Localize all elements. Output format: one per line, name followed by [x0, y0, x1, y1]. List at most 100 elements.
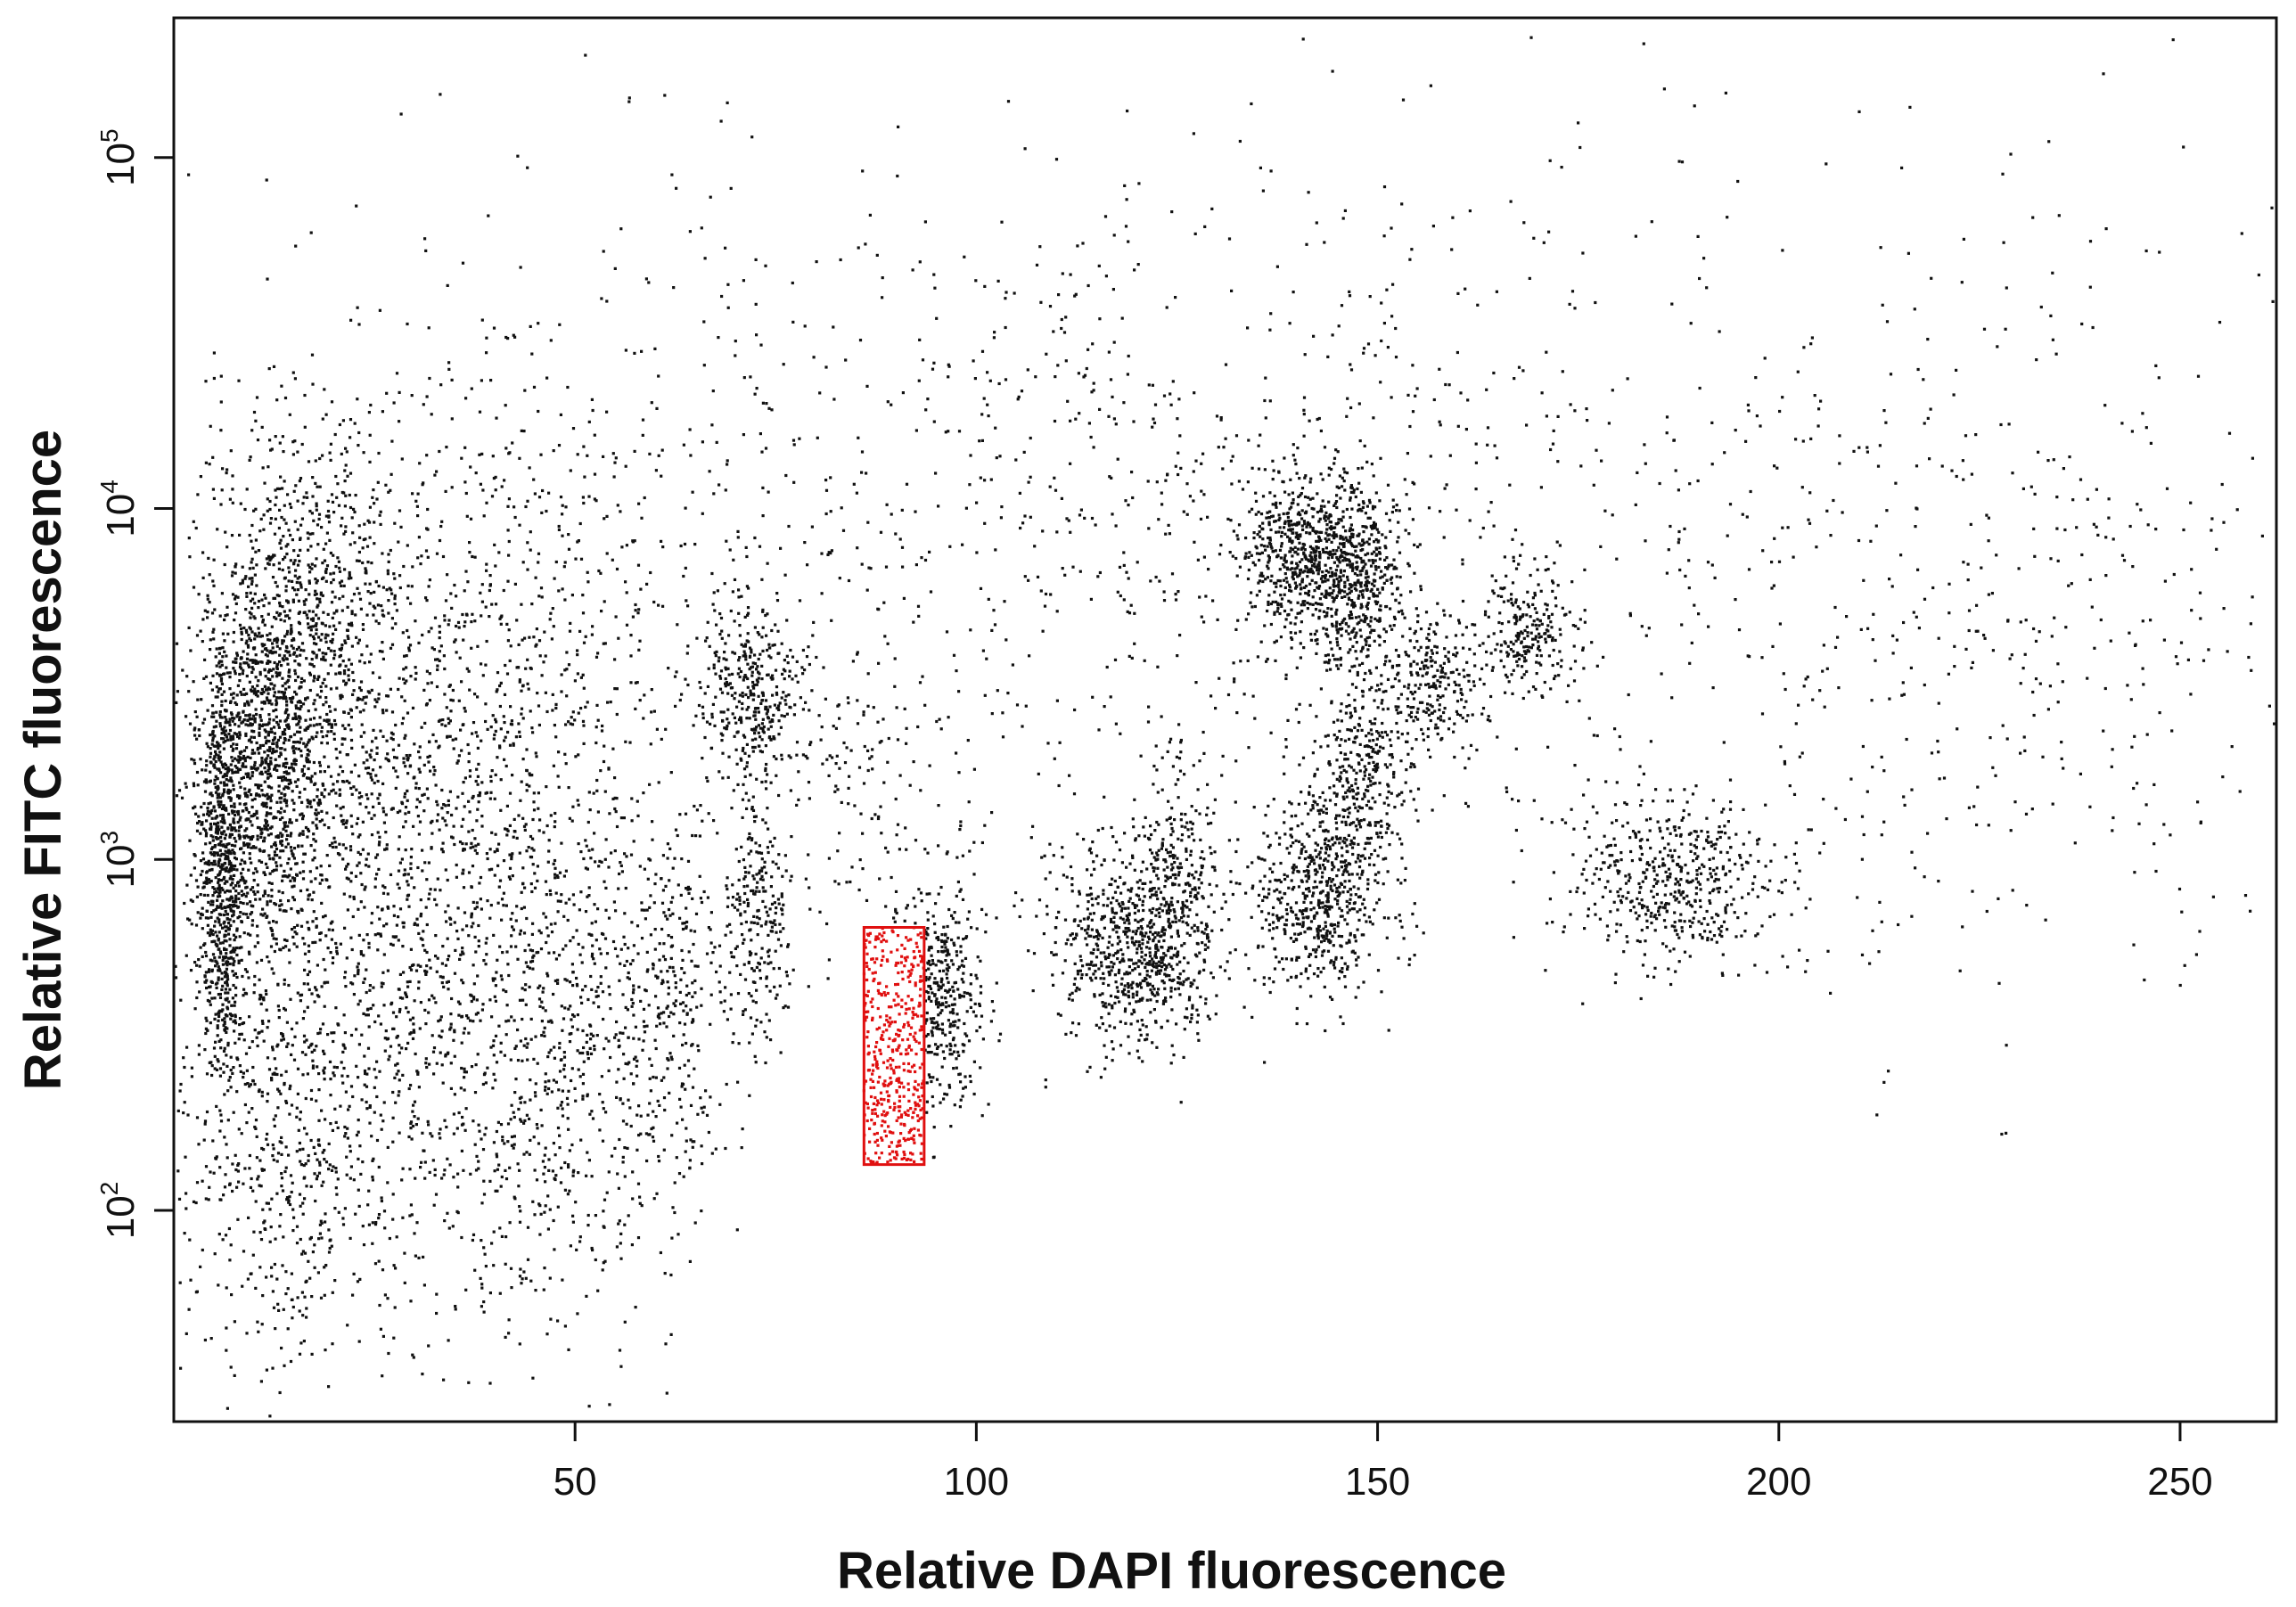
- data-point: [218, 890, 222, 894]
- data-point: [363, 1054, 366, 1058]
- data-point: [237, 711, 241, 715]
- data-point: [257, 679, 260, 683]
- data-point: [410, 1137, 414, 1141]
- data-point: [225, 961, 228, 964]
- data-point: [292, 884, 296, 888]
- data-point: [625, 959, 628, 963]
- data-point: [357, 970, 360, 973]
- data-point: [285, 708, 289, 711]
- data-point: [302, 600, 306, 603]
- data-point: [379, 1022, 382, 1026]
- data-point: [309, 628, 313, 632]
- data-point: [220, 972, 224, 975]
- data-point: [232, 957, 235, 961]
- data-point: [217, 913, 221, 916]
- data-point: [510, 855, 513, 858]
- data-point: [619, 962, 622, 965]
- data-point: [238, 731, 242, 734]
- data-point: [454, 948, 457, 952]
- data-point: [347, 711, 350, 715]
- data-point: [310, 898, 314, 902]
- data-point: [234, 611, 238, 615]
- data-point: [335, 609, 339, 612]
- data-point: [341, 660, 345, 663]
- data-point: [381, 586, 385, 589]
- data-point: [427, 861, 430, 865]
- data-point: [546, 1055, 550, 1059]
- data-point: [307, 1153, 310, 1158]
- data-point: [266, 749, 270, 752]
- data-point: [417, 767, 421, 771]
- data-point: [258, 529, 262, 533]
- data-point: [271, 1290, 275, 1293]
- data-point: [430, 1034, 434, 1037]
- data-point: [260, 598, 264, 602]
- data-point: [280, 1038, 283, 1042]
- data-point: [374, 736, 378, 740]
- data-point: [276, 638, 280, 642]
- data-point: [264, 989, 267, 993]
- data-point: [312, 519, 316, 522]
- data-point: [308, 802, 312, 806]
- data-point: [272, 857, 275, 861]
- data-point: [269, 727, 273, 731]
- data-point: [216, 784, 220, 788]
- data-point: [222, 737, 226, 741]
- data-point: [270, 793, 274, 797]
- data-point: [183, 901, 186, 906]
- data-point: [396, 810, 399, 815]
- data-point: [299, 993, 304, 996]
- data-point: [335, 756, 339, 760]
- data-point: [495, 1152, 498, 1156]
- data-point: [245, 808, 249, 812]
- data-point: [581, 1051, 585, 1055]
- data-point: [249, 933, 252, 937]
- data-point: [562, 1017, 566, 1021]
- data-point: [259, 1380, 263, 1383]
- data-point: [299, 1163, 303, 1167]
- data-point: [273, 816, 276, 819]
- data-point: [329, 775, 333, 778]
- data-point: [310, 567, 314, 570]
- data-point: [398, 835, 401, 839]
- data-point: [273, 853, 277, 857]
- data-point: [277, 696, 281, 700]
- data-point: [268, 1414, 272, 1418]
- data-point: [544, 1086, 547, 1089]
- data-point: [474, 844, 478, 848]
- data-point: [293, 672, 298, 676]
- data-point: [315, 627, 318, 632]
- data-point: [225, 774, 228, 777]
- data-point: [585, 1040, 588, 1044]
- data-point: [425, 787, 429, 791]
- data-point: [279, 796, 283, 799]
- data-point: [372, 986, 375, 989]
- data-point: [243, 836, 247, 840]
- data-point: [235, 693, 239, 697]
- data-point: [591, 944, 594, 947]
- data-point: [275, 868, 278, 872]
- data-point: [261, 1294, 265, 1298]
- data-point: [430, 413, 433, 416]
- data-point: [244, 734, 248, 737]
- data-point: [267, 556, 271, 560]
- data-point: [221, 832, 225, 836]
- data-point: [187, 690, 191, 693]
- data-point: [219, 1119, 224, 1123]
- data-point: [350, 599, 354, 603]
- data-point: [316, 677, 320, 681]
- data-point: [570, 1078, 573, 1083]
- data-point: [275, 745, 279, 749]
- data-point: [439, 1127, 442, 1131]
- data-point: [299, 813, 302, 816]
- data-point: [520, 689, 523, 693]
- data-point: [253, 573, 257, 577]
- data-point: [255, 1036, 258, 1039]
- data-point: [242, 877, 245, 881]
- data-point: [615, 1080, 619, 1084]
- data-point: [580, 1001, 584, 1004]
- data-point: [298, 686, 301, 690]
- data-point: [379, 510, 382, 513]
- data-point: [315, 632, 318, 635]
- data-point: [619, 1365, 623, 1368]
